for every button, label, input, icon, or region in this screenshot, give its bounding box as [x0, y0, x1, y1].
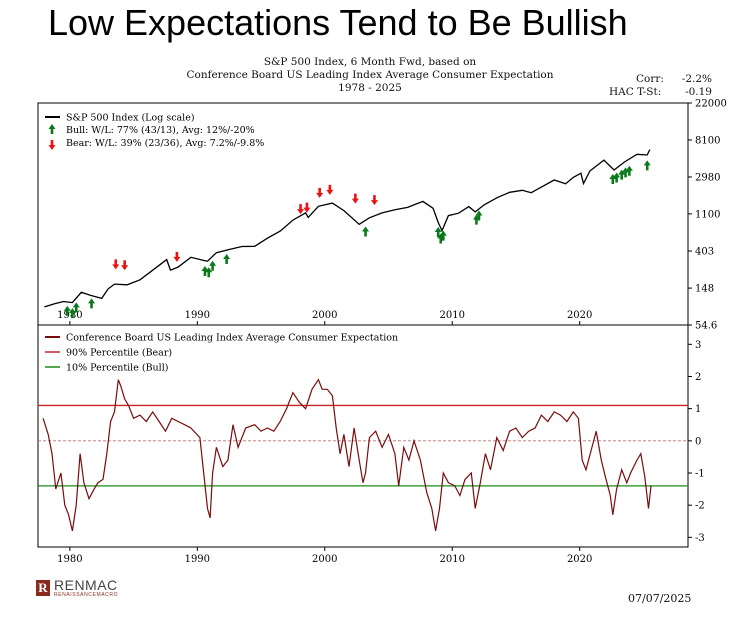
spx-x-tick-label: 1980	[57, 310, 82, 321]
bull-signal-arrow	[437, 233, 445, 244]
expectation-line	[42, 378, 652, 532]
headline: Low Expectations Tend to Be Bullish	[48, 2, 628, 43]
expectation-plot-frame	[37, 324, 689, 548]
bull-legend-swatch	[48, 124, 56, 134]
bull-signal-arrow	[223, 253, 231, 264]
spx-x-tick-label: 2010	[439, 310, 464, 321]
spx-x-tick-label: 2000	[312, 310, 337, 321]
bull-signal-arrow	[643, 160, 651, 171]
bull-signal-arrow	[613, 172, 621, 183]
bull-signal-arrow	[209, 260, 217, 271]
expectation-x-tick-label: 2020	[567, 554, 592, 565]
bull-legend-label: Bull: W/L: 77% (43/13), Avg: 12%/-20%	[66, 125, 255, 136]
renmac-logo: R RENMAC RENAISSANCEMACRO	[36, 578, 118, 598]
report-date: 07/07/2025	[628, 592, 692, 605]
bull-signal-arrow	[439, 230, 447, 241]
bear-signal-arrow	[326, 184, 334, 195]
expectation-y-tick-label: -1	[695, 469, 705, 480]
spx-y-tick-label: 22000	[695, 99, 727, 110]
bear-signal-arrow	[297, 204, 305, 215]
chart-subtitle-line-3: 1978 - 2025	[338, 82, 402, 94]
spx-y-tick-label: 2980	[695, 172, 720, 183]
renmac-logo-sub: RENAISSANCEMACRO	[54, 592, 119, 598]
expectation-x-tick-label: 1990	[185, 554, 210, 565]
spx-x-tick-label: 2020	[567, 310, 592, 321]
bear-signal-arrow	[173, 251, 181, 262]
bear-signal-arrow	[112, 259, 120, 270]
bull-signal-arrow	[201, 265, 209, 276]
bull-signal-arrow	[68, 308, 76, 319]
bull-signal-arrow	[88, 298, 96, 309]
bull-signal-arrow	[205, 267, 213, 278]
bear-signal-arrow	[316, 187, 324, 198]
spx-legend-label: S&P 500 Index (Log scale)	[66, 113, 195, 124]
spx-x-tick-label: 1990	[185, 310, 210, 321]
bear-signal-arrow	[370, 195, 378, 206]
chart-subtitle-line-1: S&P 500 Index, 6 Month Fwd, based on	[263, 56, 477, 68]
bull-signal-arrow	[625, 165, 633, 176]
expectation-y-tick-label: -3	[695, 533, 705, 544]
p90-legend-label: 90% Percentile (Bear)	[66, 348, 172, 359]
expectation-y-tick-label: 3	[695, 340, 701, 351]
bear-signal-arrow	[303, 202, 311, 213]
bear-legend-label: Bear: W/L: 39% (23/36), Avg: 7.2%/-9.8%	[66, 138, 264, 149]
hac-label: HAC T-St:	[609, 86, 662, 98]
expectation-panel: -3 -2 -1 0 1 2 3 1980 1990 2000 2010 2020 Conference…	[37, 324, 705, 565]
bear-signal-arrow	[121, 260, 129, 271]
spx-y-tick-label: 8100	[695, 135, 720, 146]
bear-signal-arrow	[351, 193, 359, 204]
corr-value: -2.2%	[681, 73, 712, 85]
expectation-x-tick-label: 2010	[439, 554, 464, 565]
p10-legend-label: 10% Percentile (Bull)	[66, 363, 168, 374]
renmac-logo-mark: R	[36, 580, 50, 596]
expectation-y-tick-label: 2	[695, 372, 701, 383]
bull-signal-arrow	[472, 214, 480, 225]
spx-y-tick-label: 148	[695, 284, 714, 295]
expectation-y-tick-label: 0	[695, 436, 701, 447]
spx-y-tick-label: 403	[695, 247, 714, 258]
expectation-legend-label: Conference Board US Leading Index Averag…	[66, 333, 398, 344]
spx-plot-frame	[37, 102, 689, 326]
spx-y-tick-label: 1100	[695, 209, 720, 220]
expectation-x-tick-label: 1980	[57, 554, 82, 565]
expectation-x-tick-label: 2000	[312, 554, 337, 565]
hac-value: -0.19	[685, 86, 712, 98]
expectation-y-tick-label: -2	[695, 501, 705, 512]
corr-label: Corr:	[636, 73, 664, 85]
spx-panel: 54.6 148 403 1100 2980 8100 22000 1980 1990 2000 2…	[37, 99, 727, 332]
renmac-logo-name: RENMAC	[54, 577, 118, 593]
bear-legend-swatch	[48, 140, 56, 150]
expectation-y-tick-label: 1	[695, 404, 701, 415]
bull-signal-arrow	[362, 226, 370, 237]
bull-signal-arrow	[63, 305, 71, 316]
bull-signal-arrow	[434, 226, 442, 237]
bull-signal-arrow	[475, 210, 483, 221]
chart-subtitle-line-2: Conference Board US Leading Index Averag…	[186, 69, 554, 81]
bull-signal-arrow	[72, 302, 80, 313]
spx-y-tick-label: 54.6	[695, 321, 717, 332]
spx-line	[44, 149, 651, 308]
